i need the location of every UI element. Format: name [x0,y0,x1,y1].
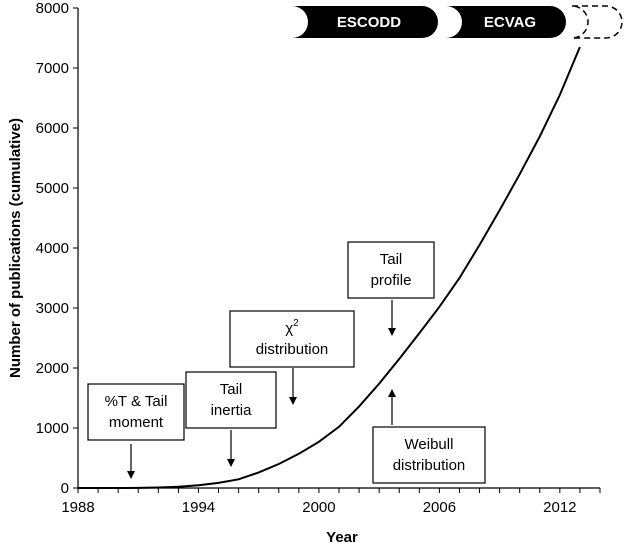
y-tick-label: 4000 [36,240,69,257]
annotation-label: inertia [211,402,253,419]
y-tick-label: 7000 [36,60,69,77]
annotation-box [372,426,486,484]
phase-shape-dashed [571,5,623,39]
y-axis-title: Number of publications (cumulative) [7,118,24,378]
series [78,46,581,489]
y-tick-label: 8000 [36,0,69,17]
x-axis-title: Year [326,529,358,546]
annotation-label: distribution [393,457,466,474]
x-tick-label: 1994 [182,499,215,516]
y-tick-label: 0 [61,480,69,497]
annotation-box [229,310,355,368]
phases: ESCODD ECVAG [292,5,623,39]
series-line [78,46,581,489]
y-tick-label: 3000 [36,300,69,317]
y-tick-label: 2000 [36,360,69,377]
y-tick-label: 6000 [36,120,69,137]
annotation-label: Tail [220,381,243,398]
annotation-label: %T & Tail [105,393,168,410]
annotation-label: profile [371,272,412,289]
phase-label: ECVAG [484,14,536,31]
x-tick-label: 2006 [423,499,456,516]
annotation-box [87,383,185,441]
annotation-label: Tail [380,251,403,268]
x-tick-label: 2000 [302,499,335,516]
annotation-label: moment [109,414,164,431]
x-tick-label: 1988 [61,499,94,516]
annotations: %T & TailmomentTailinertiaχ2distribution… [87,241,486,484]
x-tick-label: 2012 [543,499,576,516]
annotation-box [347,241,435,299]
phase-shape [292,6,438,38]
annotation-superscript: 2 [293,318,299,329]
annotation-label: Weibull [405,436,454,453]
phase-label: ESCODD [337,14,401,31]
y-tick-label: 5000 [36,180,69,197]
y-tick-label: 1000 [36,420,69,437]
phase-shape [446,6,566,38]
ticks: 0 1000 2000 3000 4000 5000 6000 7000 8000 1988 199… [36,0,601,516]
annotation-label: distribution [256,341,329,358]
annotation-box [185,371,277,429]
